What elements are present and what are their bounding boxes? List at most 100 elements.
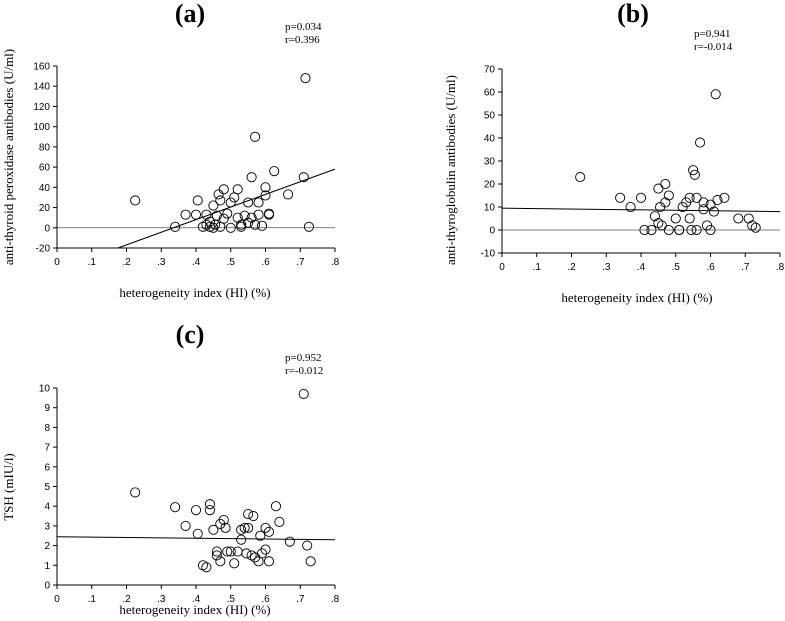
- data-point: [708, 206, 720, 217]
- y-tick-label: 5: [44, 482, 50, 493]
- y-tick-label: 20: [484, 180, 496, 191]
- p-value: p=0.952: [285, 352, 321, 364]
- x-tick-label: .3: [157, 594, 166, 605]
- data-point: [253, 209, 264, 220]
- x-tick-label: .5: [672, 262, 681, 273]
- data-point: [274, 516, 285, 528]
- y-axis-title: anti-thyroglobulin antibodies (U/ml): [443, 75, 458, 265]
- y-tick-label: 20: [39, 203, 51, 214]
- y-tick-label: 10: [39, 384, 51, 395]
- data-point: [236, 221, 247, 232]
- data-point: [213, 189, 224, 200]
- data-point: [250, 219, 261, 230]
- data-point: [225, 546, 236, 557]
- data-point: [263, 556, 275, 567]
- data-point: [222, 208, 233, 219]
- y-tick-label: 30: [484, 157, 496, 168]
- y-tick-label: 80: [39, 142, 51, 153]
- data-point: [170, 502, 181, 513]
- data-point: [215, 518, 226, 529]
- data-point: [750, 222, 761, 233]
- data-point: [225, 197, 236, 208]
- p-value: p=0.034: [285, 21, 322, 33]
- data-point: [698, 204, 709, 215]
- data-point: [253, 197, 264, 208]
- y-tick-label: 2: [44, 541, 50, 552]
- x-tick-label: .8: [776, 262, 785, 273]
- y-tick-label: 0: [44, 581, 50, 592]
- x-tick-label: .5: [227, 594, 236, 605]
- y-tick-label: 140: [33, 82, 50, 93]
- x-tick-label: .5: [227, 257, 236, 268]
- data-point: [710, 89, 721, 100]
- x-tick-label: .4: [192, 257, 201, 268]
- data-point: [220, 522, 231, 533]
- data-point: [232, 184, 243, 195]
- x-tick-label: .6: [261, 594, 270, 605]
- data-point: [201, 562, 212, 573]
- data-point: [256, 548, 268, 559]
- y-tick-label: 0: [44, 223, 50, 234]
- data-point: [256, 220, 268, 231]
- r-value: r=-0.012: [285, 365, 323, 377]
- data-point: [684, 213, 695, 224]
- x-tick-label: .2: [122, 594, 131, 605]
- p-value: p=0.941: [694, 28, 730, 40]
- data-point: [190, 505, 202, 516]
- data-point: [263, 209, 275, 220]
- x-tick-label: .6: [706, 262, 715, 273]
- x-tick-label: .4: [192, 594, 201, 605]
- data-point: [204, 505, 215, 516]
- y-tick-label: 40: [39, 183, 51, 194]
- data-point: [170, 221, 181, 232]
- data-point: [712, 195, 723, 206]
- data-point: [197, 560, 208, 571]
- data-point: [243, 522, 254, 533]
- data-point: [250, 552, 261, 563]
- regression-line: [501, 207, 781, 213]
- data-point: [575, 172, 586, 183]
- data-point: [653, 183, 664, 194]
- x-tick-label: .3: [602, 262, 611, 273]
- data-point: [218, 514, 229, 526]
- data-point: [298, 172, 309, 183]
- y-tick-label: 4: [44, 502, 50, 513]
- data-point: [688, 165, 699, 176]
- data-point: [743, 213, 754, 224]
- y-tick-label: -20: [36, 244, 51, 255]
- data-point: [670, 213, 681, 224]
- y-tick-label: 8: [44, 423, 50, 434]
- data-point: [303, 221, 314, 232]
- data-point: [284, 536, 295, 547]
- data-point: [269, 166, 280, 177]
- x-axis-title: heterogeneity index (HI) (%): [119, 602, 270, 617]
- y-tick-label: 120: [33, 102, 50, 113]
- y-tick-label: 0: [489, 226, 495, 237]
- data-point: [300, 73, 311, 84]
- y-tick-label: 60: [39, 163, 51, 174]
- data-point: [260, 190, 271, 201]
- x-tick-label: .7: [741, 262, 750, 273]
- data-point: [218, 184, 229, 195]
- data-point: [130, 195, 141, 206]
- y-tick-label: 60: [484, 88, 496, 99]
- regression-line: [117, 168, 336, 249]
- y-tick-label: 40: [484, 134, 496, 145]
- x-axis-title: heterogeneity index (HI) (%): [119, 285, 270, 300]
- y-tick-label: 7: [44, 443, 50, 454]
- data-point: [211, 210, 222, 221]
- data-point: [260, 522, 271, 533]
- r-value: r=0.396: [285, 34, 320, 46]
- data-point: [691, 192, 702, 203]
- data-point: [190, 209, 202, 220]
- data-point: [192, 528, 203, 539]
- data-point: [246, 172, 257, 183]
- x-tick-label: .3: [157, 257, 166, 268]
- data-point: [208, 524, 219, 535]
- data-point: [241, 548, 252, 559]
- data-point: [225, 222, 236, 233]
- data-point: [204, 499, 215, 510]
- data-point: [705, 224, 716, 236]
